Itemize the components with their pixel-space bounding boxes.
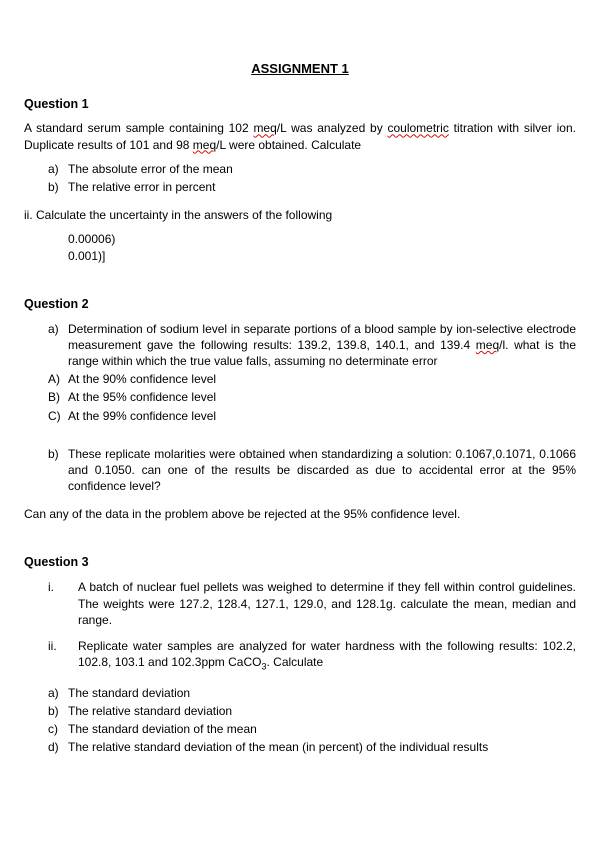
- list-item: ii. Replicate water samples are analyzed…: [48, 638, 576, 673]
- list-marker: a): [48, 161, 59, 177]
- question-1-list: a) The absolute error of the mean b) The…: [24, 161, 576, 195]
- list-marker: A): [48, 371, 60, 387]
- list-marker: b): [48, 446, 59, 462]
- list-item: d) The relative standard deviation of th…: [48, 739, 576, 755]
- list-text: The standard deviation of the mean: [68, 722, 257, 736]
- list-marker: a): [48, 321, 59, 337]
- spellcheck-word: meq: [193, 138, 216, 152]
- list-marker: B): [48, 389, 60, 405]
- question-1-heading: Question 1: [24, 96, 576, 113]
- question-1-ii: ii. Calculate the uncertainty in the ans…: [24, 207, 576, 223]
- fragment-line: 0.001)]: [68, 248, 576, 264]
- list-marker: a): [48, 685, 59, 701]
- list-text: The relative error in percent: [68, 180, 215, 194]
- list-item: i. A batch of nuclear fuel pellets was w…: [48, 579, 576, 628]
- spellcheck-word: meq: [476, 338, 499, 352]
- list-item: c) The standard deviation of the mean: [48, 721, 576, 737]
- text: . Calculate: [266, 655, 323, 669]
- list-marker: b): [48, 179, 59, 195]
- list-marker: ii.: [48, 638, 57, 654]
- list-text: The standard deviation: [68, 686, 190, 700]
- list-item: a) The absolute error of the mean: [48, 161, 576, 177]
- list-item: B) At the 95% confidence level: [48, 389, 576, 405]
- assignment-title: ASSIGNMENT 1: [24, 60, 576, 78]
- text: A standard serum sample containing 102: [24, 121, 253, 135]
- list-item: a) Determination of sodium level in sepa…: [48, 321, 576, 370]
- question-1-intro: A standard serum sample containing 102 m…: [24, 120, 576, 152]
- list-marker: c): [48, 721, 58, 737]
- question-2-list-b: b) These replicate molarities were obtai…: [24, 446, 576, 495]
- list-item: a) The standard deviation: [48, 685, 576, 701]
- list-item: A) At the 90% confidence level: [48, 371, 576, 387]
- list-item: b) The relative error in percent: [48, 179, 576, 195]
- list-text: At the 99% confidence level: [68, 409, 216, 423]
- list-text: A batch of nuclear fuel pellets was weig…: [78, 580, 576, 626]
- list-marker: d): [48, 739, 59, 755]
- question-3-alpha-list: a) The standard deviation b) The relativ…: [24, 685, 576, 756]
- spellcheck-word: coulometric: [387, 121, 448, 135]
- list-text: At the 95% confidence level: [68, 390, 216, 404]
- list-text: The relative standard deviation: [68, 704, 232, 718]
- list-marker: b): [48, 703, 59, 719]
- question-2-heading: Question 2: [24, 296, 576, 313]
- text: /L was analyzed by: [277, 121, 388, 135]
- list-item: b) The relative standard deviation: [48, 703, 576, 719]
- list-text: These replicate molarities were obtained…: [68, 447, 576, 493]
- question-2-list-a: a) Determination of sodium level in sepa…: [24, 321, 576, 424]
- list-marker: C): [48, 408, 61, 424]
- question-2-tail: Can any of the data in the problem above…: [24, 506, 576, 522]
- question-1-fragments: 0.00006) 0.001)]: [24, 231, 576, 263]
- text: /L were obtained. Calculate: [216, 138, 361, 152]
- list-text: The relative standard deviation of the m…: [68, 740, 488, 754]
- list-text: The absolute error of the mean: [68, 162, 233, 176]
- text: Replicate water samples are analyzed for…: [78, 639, 576, 669]
- list-item: b) These replicate molarities were obtai…: [48, 446, 576, 495]
- question-3-heading: Question 3: [24, 554, 576, 571]
- question-3-roman-list: i. A batch of nuclear fuel pellets was w…: [24, 579, 576, 672]
- spellcheck-word: meq: [253, 121, 276, 135]
- fragment-line: 0.00006): [68, 231, 576, 247]
- list-text: At the 90% confidence level: [68, 372, 216, 386]
- list-marker: i.: [48, 579, 54, 595]
- list-item: C) At the 99% confidence level: [48, 408, 576, 424]
